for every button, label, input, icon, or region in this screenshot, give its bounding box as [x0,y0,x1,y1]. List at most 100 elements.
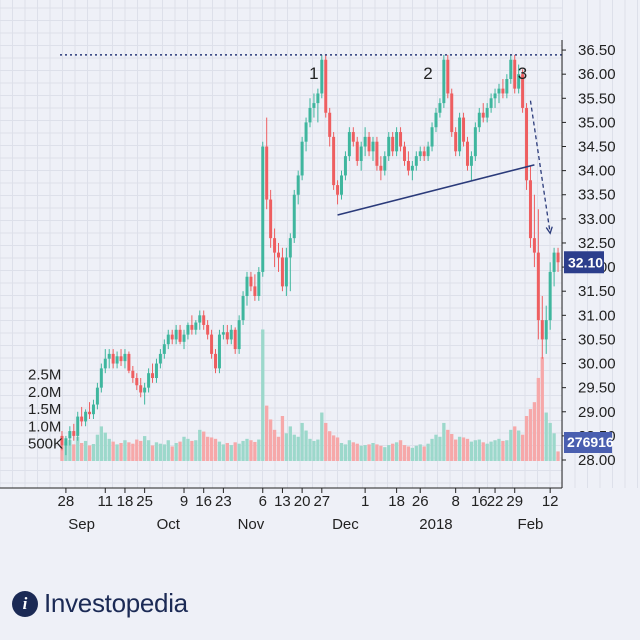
candle-body [76,416,80,436]
candle-body [422,151,426,157]
volume-bar [316,439,320,461]
candle-body [528,180,532,239]
candle-body [414,156,418,166]
projection-arrow-line [529,100,551,234]
date-tick-label: 28 [58,493,75,510]
candle-body [418,151,422,157]
volume-bar [249,440,253,461]
volume-bar [324,422,328,461]
volume-bar [217,441,222,461]
candle-body [151,373,155,379]
candle-body [383,156,387,171]
candle-body [359,146,363,161]
candle-body [277,252,280,258]
candle-body [115,356,119,364]
candle-body [174,329,178,340]
candle-body [64,438,68,446]
volume-bar [272,429,277,461]
candle-body [269,199,273,239]
volume-bar [127,442,131,461]
volume-bar [379,445,383,461]
volume-bar [237,443,241,461]
candle-body [202,315,206,325]
candle-body [426,146,430,157]
volume-bar [186,438,190,461]
volume-bar [198,429,202,461]
candle-body [351,132,355,142]
candle-body [328,112,332,137]
candle-body [99,368,103,388]
last-price-badge [564,251,604,274]
candle-body [288,238,292,258]
month-label: Sep [68,516,95,533]
volume-bar [107,438,111,461]
volume-bar [493,440,497,461]
volume-bar [103,432,107,461]
volume-bar [465,438,470,461]
month-label: Nov [238,516,265,533]
candle-body [107,353,111,359]
volume-bar [509,429,513,461]
candle-body [245,276,249,297]
volume-bar [178,441,182,461]
volume-bar [320,412,324,461]
candle-body [544,320,548,340]
volume-bar [457,436,462,461]
volume-bar [422,446,426,461]
candle-body [391,136,395,152]
volume-bar [469,441,474,461]
volume-tick-label: 2.0M [28,384,61,401]
price-tick-label: 35.00 [578,114,616,131]
candle-body [336,185,340,195]
volume-bar [347,440,352,461]
candle-body [399,132,403,147]
date-tick-label: 13 [274,493,291,510]
volume-bar [115,444,119,461]
candle-body [462,117,466,142]
candle-body [60,435,64,446]
candle-body [375,141,379,166]
volume-bar [524,416,529,461]
volume-bar [182,436,186,461]
candle-body [292,194,296,239]
date-tick-label: 18 [388,493,405,510]
candle-body [170,334,174,340]
candle-body [261,146,265,272]
volume-bar [454,439,458,461]
candle-body [300,141,304,176]
candle-body [198,315,202,323]
volume-bar [536,377,540,461]
price-tick-label: 36.50 [578,42,616,59]
candle-body [249,276,253,287]
candle-body [458,117,462,152]
price-tick-label: 30.50 [578,331,616,348]
volume-bar [410,447,415,461]
volume-bar [60,446,64,461]
volume-bar [517,430,521,461]
volume-bar [123,440,127,461]
price-tick-label: 34.50 [578,139,616,156]
volume-bar [394,442,399,461]
date-tick-label: 12 [542,493,559,510]
volume-tick-label: 1.5M [28,401,61,418]
candle-body [521,74,525,108]
volume-bar [170,446,174,461]
volume-bar [83,440,88,461]
candle-body [162,344,166,354]
candle-body [552,252,556,272]
candle-body [304,122,308,142]
candle-body [178,329,182,342]
volume-bar [288,426,292,461]
volume-bar [312,440,316,461]
volume-bar [391,443,395,461]
volume-bar [91,444,96,461]
last-volume-badge [564,432,612,453]
volume-bar [363,445,367,461]
month-label: 2018 [419,516,452,533]
candle-body [406,160,410,171]
volume-bar [257,439,261,461]
candle-body [147,373,151,388]
candle-body [442,59,446,104]
price-tick-label: 33.50 [578,187,616,204]
